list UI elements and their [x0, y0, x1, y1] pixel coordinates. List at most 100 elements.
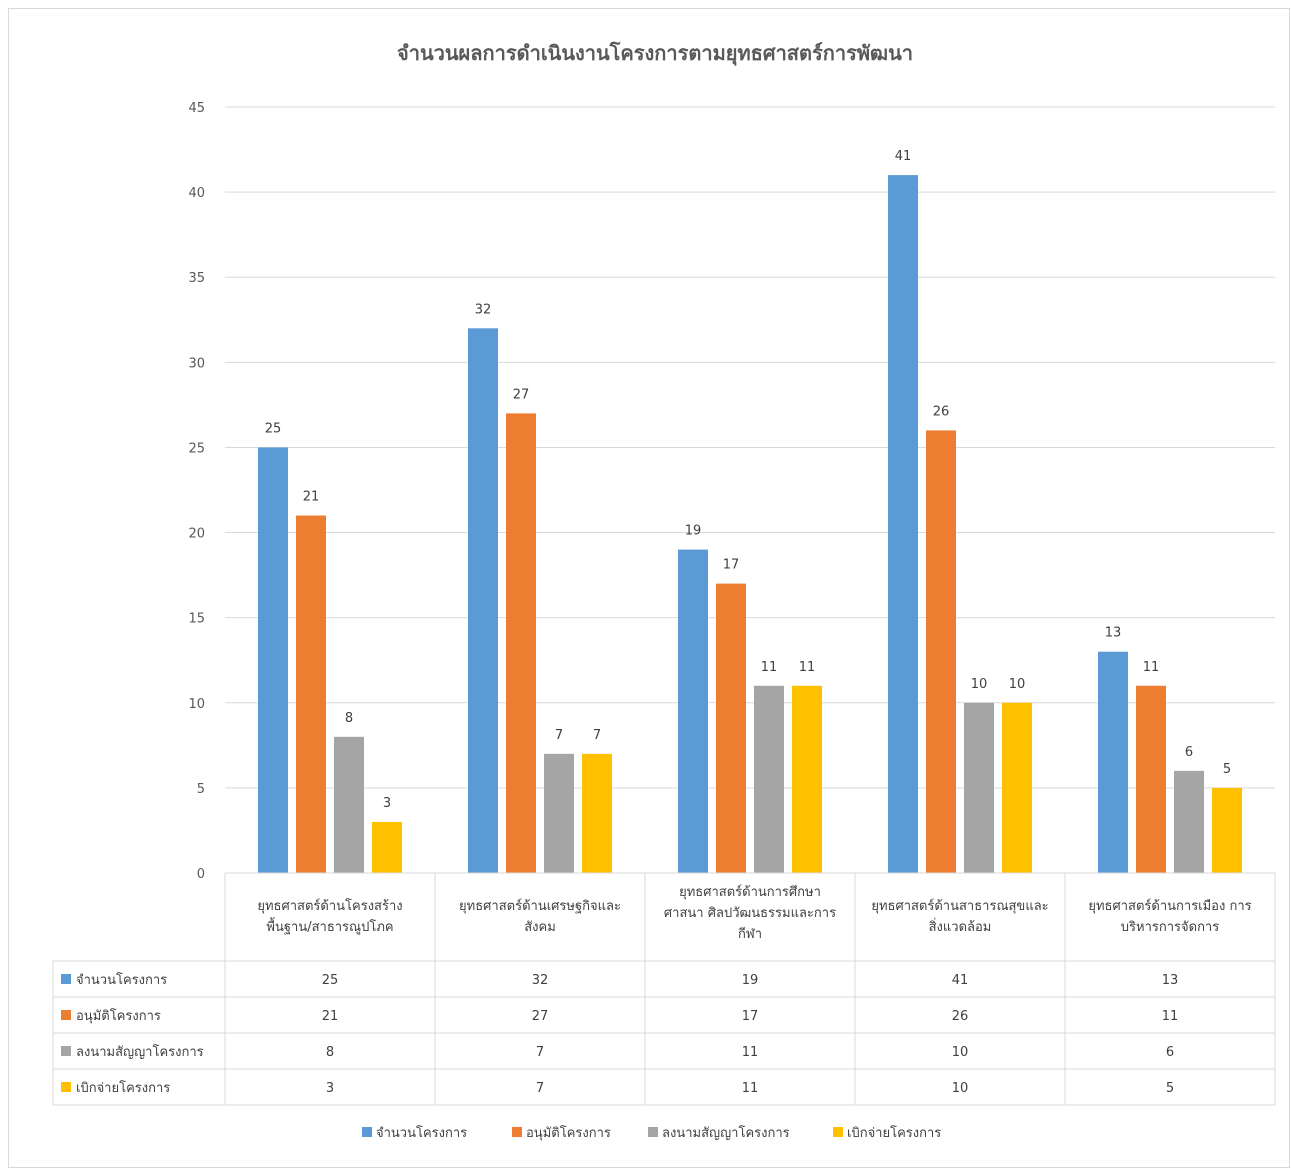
y-tick-label: 30 [188, 356, 205, 371]
table-cell: 21 [322, 1009, 339, 1024]
bar [792, 685, 822, 873]
data-label: 7 [555, 728, 563, 743]
data-label: 3 [383, 796, 391, 811]
bar [926, 430, 956, 873]
data-label: 5 [1223, 762, 1231, 777]
bar [544, 753, 574, 873]
bar [1212, 787, 1242, 873]
data-label: 11 [1143, 660, 1160, 675]
series-1: 25 32 19 41 13 [258, 149, 1128, 874]
bar [296, 515, 326, 873]
table-cell: 27 [532, 1009, 549, 1024]
bar [754, 685, 784, 873]
legend-key [61, 1010, 71, 1020]
y-tick-label: 35 [188, 271, 205, 286]
table-cell: 3 [326, 1081, 334, 1096]
legend-key [61, 974, 71, 984]
table-cell: 26 [952, 1009, 969, 1024]
data-label: 10 [971, 677, 988, 692]
data-label: 11 [761, 660, 778, 675]
y-tick-label: 45 [188, 101, 205, 116]
legend-key [61, 1082, 71, 1092]
data-label: 41 [895, 149, 912, 164]
row-label: จำนวนโครงการ [76, 972, 167, 988]
category-label: สิ่งแวดล้อม [929, 918, 992, 935]
data-label: 25 [265, 421, 282, 436]
bar [678, 549, 708, 873]
bar [888, 175, 918, 874]
legend-key [61, 1046, 71, 1056]
bar [334, 736, 364, 873]
bar [1002, 702, 1032, 873]
table-cell: 7 [536, 1081, 544, 1096]
table-cell: 11 [742, 1045, 759, 1060]
table-cell: 6 [1166, 1045, 1174, 1060]
data-label: 7 [593, 728, 601, 743]
table-cell: 17 [742, 1009, 759, 1024]
table-cell: 10 [952, 1081, 969, 1096]
table-cell: 41 [952, 973, 969, 988]
table-cell: 25 [322, 973, 339, 988]
chart-frame [8, 8, 1290, 1168]
data-label: 27 [513, 387, 530, 402]
series-3: 8 7 11 10 6 [334, 660, 1204, 873]
category-label: สังคม [524, 920, 556, 935]
data-label: 32 [475, 302, 492, 317]
bar [582, 753, 612, 873]
table-cell: 11 [1162, 1009, 1179, 1024]
data-table: ยุทธศาสตร์ด้านโครงสร้างพื้นฐาน/สาธารณูปโ… [52, 872, 1276, 1106]
bar [1136, 685, 1166, 873]
legend-swatch [362, 1127, 372, 1137]
bar [1098, 651, 1128, 873]
category-label: ยุทธศาสตร์ด้านโครงสร้าง [257, 898, 402, 914]
table-cell: 5 [1166, 1081, 1174, 1096]
category-label: ยุทธศาสตร์ด้านการศึกษา [679, 884, 821, 900]
table-cell: 7 [536, 1045, 544, 1060]
bar [964, 702, 994, 873]
table-cell: 19 [742, 973, 759, 988]
y-tick-label: 10 [188, 697, 205, 712]
category-label: ยุทธศาสตร์ด้านการเมือง การ [1088, 898, 1251, 914]
table-cell: 8 [326, 1045, 334, 1060]
category-label: ยุทธศาสตร์ด้านเศรษฐกิจและ [459, 898, 621, 914]
legend-swatch [512, 1127, 522, 1137]
data-label: 8 [345, 711, 353, 726]
y-tick-label: 40 [188, 186, 205, 201]
data-label: 10 [1009, 677, 1026, 692]
legend: จำนวนโครงการ อนุมัติโครงการ ลงนามสัญญาโครง… [362, 1125, 941, 1141]
data-label: 19 [685, 524, 702, 539]
bar [372, 821, 402, 873]
legend-item: อนุมัติโครงการ [526, 1125, 611, 1141]
data-label: 26 [933, 404, 950, 419]
bar [506, 413, 536, 873]
data-label: 6 [1185, 745, 1193, 760]
category-label: พื้นฐาน/สาธารณูปโภค [266, 917, 393, 935]
legend-item: จำนวนโครงการ [376, 1125, 467, 1141]
bar [468, 328, 498, 873]
series-2: 21 27 17 26 11 [296, 387, 1166, 873]
y-tick-label: 25 [188, 441, 205, 456]
category-label: ยุทธศาสตร์ด้านสาธารณสุขและ [871, 898, 1048, 914]
table-cell: 13 [1162, 973, 1179, 988]
legend-swatch [833, 1127, 843, 1137]
category-label: กีฬา [738, 926, 762, 942]
y-tick-label: 15 [188, 612, 205, 627]
row-label: ลงนามสัญญาโครงการ [76, 1044, 204, 1060]
bar [1174, 770, 1204, 873]
category-label: ศาสนา ศิลปวัฒนธรรมและการ [664, 906, 836, 921]
row-label: อนุมัติโครงการ [76, 1008, 161, 1024]
category-label: บริหารการจัดการ [1121, 920, 1219, 935]
data-label: 13 [1105, 626, 1122, 641]
chart-title: จำนวนผลการดำเนินงานโครงการตามยุทธศาสตร์ก… [397, 41, 913, 66]
row-label: เบิกจ่ายโครงการ [76, 1080, 170, 1096]
data-label: 11 [799, 660, 816, 675]
legend-item: ลงนามสัญญาโครงการ [662, 1125, 790, 1141]
legend-swatch [648, 1127, 658, 1137]
table-cell: 10 [952, 1045, 969, 1060]
bar [716, 583, 746, 873]
data-label: 21 [303, 490, 320, 505]
series-4: 3 7 11 10 5 [372, 660, 1242, 873]
y-tick-label: 0 [197, 867, 205, 882]
y-tick-label: 20 [188, 527, 205, 542]
